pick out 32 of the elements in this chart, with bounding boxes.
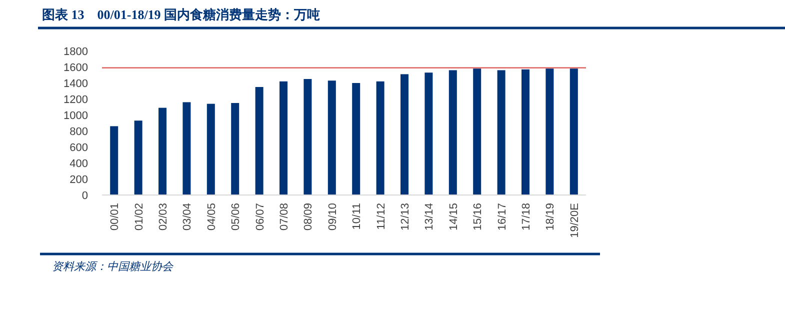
x-tick-label: 02/03 xyxy=(158,203,170,231)
x-tick-label: 03/04 xyxy=(182,203,194,231)
y-tick-label: 800 xyxy=(70,126,88,138)
x-tick-label: 05/06 xyxy=(230,203,242,231)
x-tick-label: 06/07 xyxy=(254,203,266,231)
y-tick-label: 1400 xyxy=(64,78,88,90)
text: 资料来源：中国糖业协会 xyxy=(52,260,174,273)
x-tick-label: 17/18 xyxy=(520,203,532,231)
x-tick-label: 08/09 xyxy=(302,203,315,231)
y-tick-label: 1600 xyxy=(64,62,88,74)
x-tick-label: 00/01 xyxy=(109,203,122,231)
x-tick-label: 09/10 xyxy=(326,203,339,231)
y-tick-label: 1800 xyxy=(64,46,88,58)
y-tick-label: 200 xyxy=(70,174,88,186)
x-tick-label: 12/13 xyxy=(400,203,412,231)
y-tick-label: 1000 xyxy=(64,110,88,122)
x-tick-label: 13/14 xyxy=(424,203,436,231)
chart-title: 图表 13 00/01-18/19 国内食糖消费量走势：万吨 xyxy=(42,7,320,22)
x-tick-label: 14/15 xyxy=(448,203,460,231)
x-tick-label: 15/16 xyxy=(472,203,484,231)
x-tick-label: 11/12 xyxy=(375,203,388,230)
y-tick-label: 1200 xyxy=(64,94,88,106)
x-tick-label: 10/11 xyxy=(351,203,364,230)
x-tick-label: 18/19 xyxy=(544,203,557,231)
x-tick-label: 07/08 xyxy=(278,203,290,231)
x-tick-label: 01/02 xyxy=(133,203,146,231)
x-tick-label: 16/17 xyxy=(496,203,508,231)
y-tick-label: 600 xyxy=(70,142,88,154)
y-tick-label: 0 xyxy=(82,190,88,202)
x-tick-label: 04/05 xyxy=(206,203,218,231)
x-tick-label: 19/20E xyxy=(568,203,581,238)
y-tick-label: 400 xyxy=(70,158,88,170)
